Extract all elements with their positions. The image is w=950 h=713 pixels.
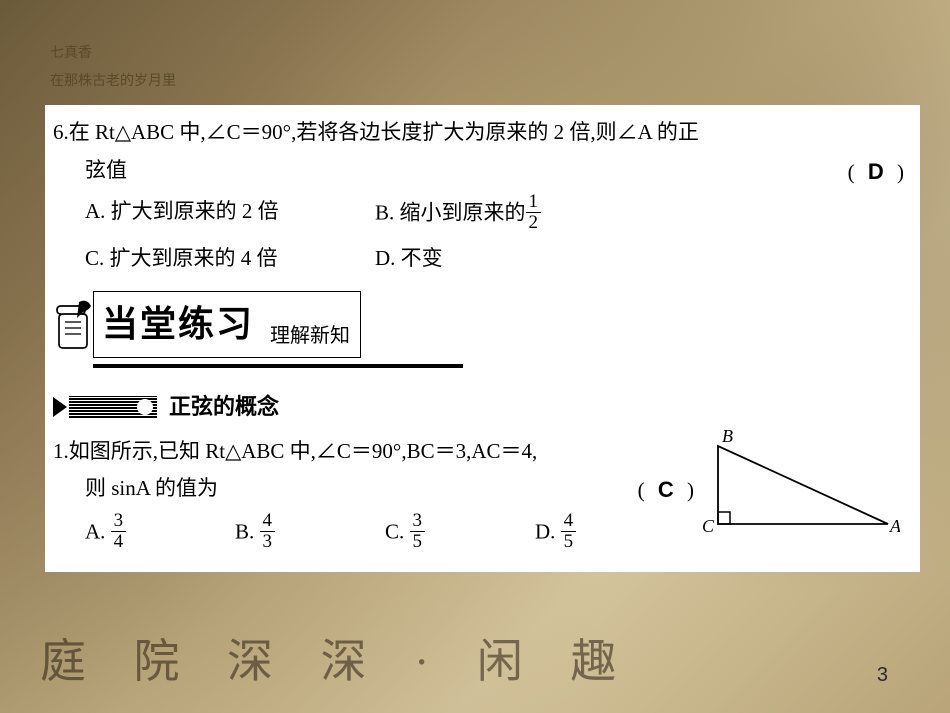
q1-text1: 如图所示,已知 Rt△ABC 中,∠C＝90°,BC＝3,AC＝4, [69, 439, 538, 463]
q1-option-c: C. 35 [385, 513, 535, 554]
q1-block: B C A 1.如图所示,已知 Rt△ABC 中,∠C＝90°,BC＝3,AC＝… [53, 434, 906, 554]
decorative-calligraphy: 庭 院 深 深 · 闲 趣 [40, 625, 634, 691]
q6-option-d: D. 不变 [375, 241, 443, 277]
sub-heading: 正弦的概念 [53, 388, 906, 425]
q1-b-den: 3 [260, 532, 276, 552]
q6-options-row2: C. 扩大到原来的 4 倍 D. 不变 [53, 241, 906, 277]
q6-options-row1: A. 扩大到原来的 2 倍 B. 缩小到原来的12 [53, 194, 906, 235]
triangle-diagram: B C A [700, 428, 900, 538]
q6-text2: 弦值 [85, 158, 127, 182]
decor-line-1: 七真香 [50, 40, 176, 68]
scroll-pen-icon [53, 300, 97, 350]
decorative-top-text: 七真香 在那株古老的岁月里 [50, 40, 176, 96]
q6-number: 6. [53, 120, 69, 144]
knowledge-bar-icon [69, 396, 157, 418]
q6-stem-line2: 弦值 ( D ) [53, 153, 906, 189]
q1-d-den: 5 [561, 532, 577, 552]
banner-title-box: 当堂练习 理解新知 [93, 291, 361, 358]
section-banner: 当堂练习 理解新知 [53, 291, 906, 358]
q6-optB-num: 1 [526, 192, 542, 213]
q6-optB-fraction: 12 [526, 192, 542, 233]
q6-option-b: B. 缩小到原来的12 [375, 194, 541, 235]
q6-optB-den: 2 [526, 213, 542, 233]
banner-underline [93, 364, 463, 368]
q6-option-a: A. 扩大到原来的 2 倍 [85, 194, 375, 235]
q1-answer: C [654, 477, 680, 502]
q6-stem-line1: 6.在 Rt△ABC 中,∠C＝90°,若将各边长度扩大为原来的 2 倍,则∠A… [53, 115, 906, 151]
vertex-c-label: C [702, 516, 715, 536]
sub-heading-title: 正弦的概念 [169, 388, 279, 425]
decor-line-2: 在那株古老的岁月里 [50, 68, 176, 96]
q1-c-den: 5 [410, 532, 426, 552]
q6-answer: D [864, 159, 890, 184]
q1-a-den: 4 [111, 532, 127, 552]
q1-answer-paren: ( C ) [638, 471, 696, 509]
q6-text1: 在 Rt△ABC 中,∠C＝90°,若将各边长度扩大为原来的 2 倍,则∠A 的… [69, 120, 699, 144]
vertex-a-label: A [889, 516, 900, 536]
q6-option-c: C. 扩大到原来的 4 倍 [85, 241, 375, 277]
q6-optB-prefix: B. 缩小到原来的 [375, 201, 526, 225]
q1-option-b: B. 43 [235, 513, 385, 554]
arrow-icon [53, 397, 67, 417]
q1-option-a: A. 34 [85, 513, 235, 554]
page-number: 3 [877, 664, 888, 687]
banner-title: 当堂练习 [94, 292, 264, 357]
banner-subtitle: 理解新知 [264, 319, 360, 357]
vertex-b-label: B [722, 428, 733, 446]
q1-c-num: 3 [410, 511, 426, 532]
q1-text2: 则 sinA 的值为 [85, 476, 218, 500]
content-paper: 6.在 Rt△ABC 中,∠C＝90°,若将各边长度扩大为原来的 2 倍,则∠A… [45, 105, 920, 572]
q1-b-num: 4 [260, 511, 276, 532]
q1-option-d: D. 45 [535, 513, 685, 554]
q6-answer-paren: ( D ) [848, 153, 906, 191]
q1-number: 1. [53, 439, 69, 463]
q1-d-num: 4 [561, 511, 577, 532]
q1-a-num: 3 [111, 511, 127, 532]
